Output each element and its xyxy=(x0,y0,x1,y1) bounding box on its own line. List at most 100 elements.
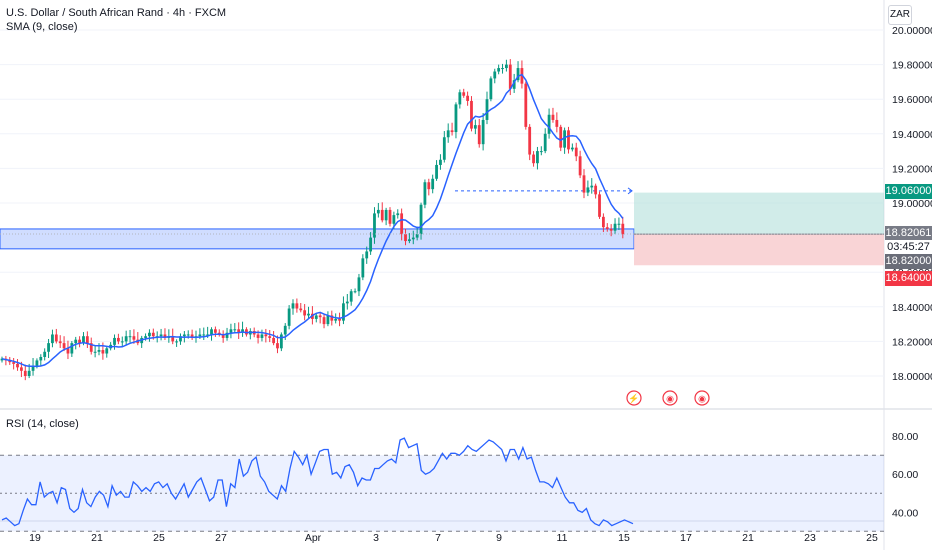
candle xyxy=(229,323,233,339)
time-tick-label: 21 xyxy=(742,532,754,544)
candle xyxy=(439,154,442,170)
candle-body xyxy=(23,370,27,376)
candle xyxy=(551,107,555,123)
candle-body xyxy=(113,337,116,345)
candle xyxy=(505,59,508,72)
candle-body xyxy=(105,348,109,354)
candle-body xyxy=(54,334,58,342)
candle-body xyxy=(404,234,407,242)
candle xyxy=(536,146,539,170)
sma-line xyxy=(1,73,624,368)
candle-body xyxy=(264,334,268,337)
candle-body xyxy=(101,350,105,354)
time-tick-label: Apr xyxy=(305,532,322,544)
candle xyxy=(411,230,415,245)
candle-body xyxy=(85,336,89,344)
candle xyxy=(598,191,601,219)
candle xyxy=(78,336,81,348)
candle xyxy=(617,217,621,230)
candle-body xyxy=(334,318,338,321)
candle xyxy=(299,302,303,313)
candle-body xyxy=(357,277,361,292)
candle xyxy=(16,359,19,371)
candle-body xyxy=(225,332,229,338)
candle-body xyxy=(148,332,151,337)
candle xyxy=(237,322,241,339)
candle-body xyxy=(221,334,225,338)
candle xyxy=(396,209,400,219)
candle-body xyxy=(291,303,295,309)
candle xyxy=(303,304,307,321)
candle-body xyxy=(400,213,404,235)
candle-body xyxy=(272,337,275,344)
time-tick-label: 17 xyxy=(680,532,692,544)
candle-body xyxy=(190,334,194,338)
time-tick-label: 25 xyxy=(866,532,878,544)
time-tick-label: 23 xyxy=(804,532,816,544)
candle xyxy=(175,339,178,347)
candle-body xyxy=(427,182,431,190)
price-tick-label: 19.80000 xyxy=(892,60,932,72)
price-tick-label: 19.00000 xyxy=(892,198,932,210)
us-event-icon: ◉ xyxy=(694,390,710,406)
candle-body xyxy=(342,303,345,321)
candle xyxy=(388,207,392,227)
event-icon-glyph: ⚡ xyxy=(628,393,639,405)
candle xyxy=(12,358,16,370)
candle xyxy=(384,207,388,226)
event-icon-glyph: ◉ xyxy=(666,394,674,404)
candle-body xyxy=(210,329,213,335)
candle-body xyxy=(97,350,101,352)
candle-body xyxy=(260,334,264,338)
candle-body xyxy=(47,343,50,352)
candle-body xyxy=(8,360,12,363)
candle-body xyxy=(524,83,528,127)
candle xyxy=(51,329,54,348)
candle-body xyxy=(353,291,357,293)
candle xyxy=(85,331,89,348)
candle xyxy=(279,332,283,352)
candle xyxy=(58,335,62,348)
candle xyxy=(70,341,74,357)
candle-body xyxy=(493,71,497,79)
candle xyxy=(272,331,275,346)
candle-body xyxy=(229,329,233,333)
candle xyxy=(369,232,372,255)
candle xyxy=(342,296,345,325)
candle-body xyxy=(516,68,520,81)
candle-body xyxy=(555,119,559,127)
price-tick-label: 19.40000 xyxy=(892,129,932,141)
candle-body xyxy=(446,130,450,138)
candle xyxy=(233,323,237,333)
candle-body xyxy=(567,130,570,150)
candle-body xyxy=(330,315,334,321)
candle-body xyxy=(132,336,136,340)
candle-body xyxy=(322,317,326,325)
candle xyxy=(54,328,58,344)
stop-price-badge: 18.64000 xyxy=(885,271,932,286)
candle-body xyxy=(473,125,477,129)
support-zone xyxy=(0,228,635,250)
event-icon-ring xyxy=(626,390,642,406)
candle xyxy=(559,124,563,152)
candle-body xyxy=(35,360,39,366)
candle xyxy=(442,131,446,163)
candle xyxy=(543,128,547,154)
currency-button[interactable]: ZAR xyxy=(888,5,912,25)
candle xyxy=(574,142,578,162)
candle xyxy=(450,122,454,136)
candle xyxy=(47,338,50,359)
candle xyxy=(190,329,194,341)
candle-body xyxy=(124,336,128,342)
candle xyxy=(113,334,116,350)
candle xyxy=(477,118,481,148)
candle xyxy=(404,228,407,246)
candle xyxy=(609,224,613,237)
candle xyxy=(578,150,582,179)
candle xyxy=(314,313,318,323)
time-tick-label: 21 xyxy=(91,532,103,544)
candles xyxy=(0,59,625,381)
candle xyxy=(264,328,268,343)
candle-body xyxy=(415,234,419,238)
